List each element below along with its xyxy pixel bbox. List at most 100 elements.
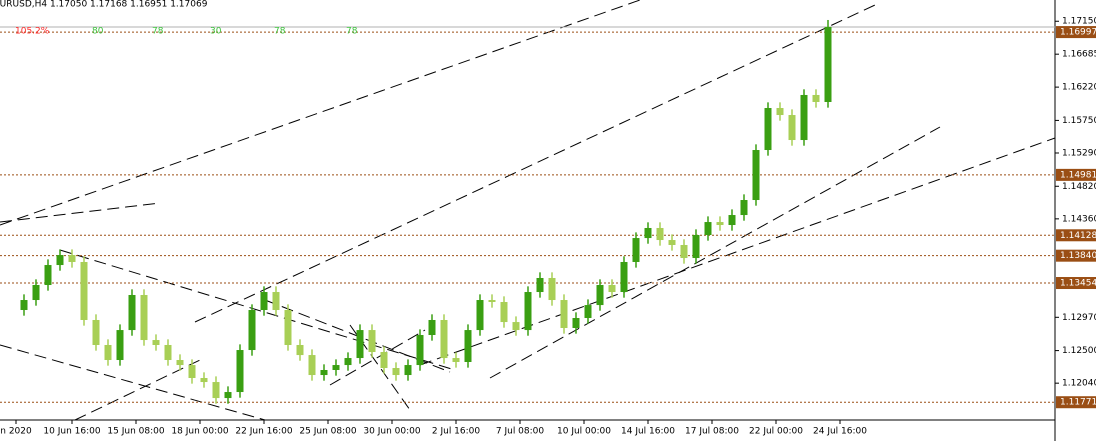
x-tick-label: 15 Jun 08:00 — [107, 427, 164, 437]
candle-body — [440, 319, 448, 359]
chart-title: EURUSD,H4 1.17050 1.17168 1.16951 1.1706… — [0, 0, 208, 10]
candle-body — [344, 358, 352, 366]
candle-body — [812, 94, 820, 102]
indicator-value: 78 — [346, 27, 358, 37]
candle-body — [380, 352, 388, 369]
candle-body — [140, 294, 148, 341]
x-tick-label: n 2020 — [0, 427, 32, 437]
level-label: 1.14128 — [1060, 231, 1096, 241]
level-label-box — [1056, 168, 1096, 181]
x-tick-label: 22 Jul 00:00 — [749, 427, 803, 437]
candle-body — [476, 300, 484, 331]
candle-body — [452, 358, 460, 362]
x-tick-label: 22 Jun 16:00 — [235, 427, 292, 437]
trendline — [74, 359, 201, 421]
y-tick-label: 1.12500 — [1062, 346, 1096, 356]
candle-body — [32, 285, 40, 301]
candle-body — [692, 235, 700, 259]
y-tick-label: 1.14360 — [1062, 214, 1096, 224]
candle-body — [116, 330, 124, 361]
candle-body — [128, 294, 136, 331]
y-tick-label: 1.16220 — [1062, 83, 1096, 93]
x-tick-label: 24 Jul 16:00 — [813, 427, 867, 437]
trendline — [59, 249, 456, 371]
candle-body — [68, 255, 76, 262]
candle-body — [368, 330, 376, 353]
candle-body — [572, 318, 580, 328]
y-tick-label: 1.17150 — [1062, 17, 1096, 27]
x-tick-label: 18 Jun 00:00 — [171, 427, 228, 437]
candle-body — [524, 292, 532, 331]
x-tick-label: 10 Jul 00:00 — [557, 427, 611, 437]
candle-body — [176, 360, 184, 366]
y-tick-label: 1.16685 — [1062, 50, 1096, 60]
candle-body — [164, 344, 172, 361]
candle-body — [416, 335, 424, 366]
candle-body — [320, 369, 328, 376]
candle-body — [668, 240, 676, 245]
candle-body — [332, 365, 340, 370]
indicator-value: 78 — [274, 27, 286, 37]
level-label-box — [1056, 229, 1096, 242]
indicator-value: 105.2% — [15, 27, 50, 37]
candle-body — [224, 392, 232, 399]
candle-body — [776, 108, 784, 116]
candle-body — [584, 305, 592, 319]
candle-body — [236, 350, 244, 393]
indicator-value: 78 — [152, 27, 164, 37]
candle-body — [704, 222, 712, 236]
indicator-value: 80 — [92, 27, 104, 37]
trendline — [194, 4, 876, 323]
candle-body — [20, 300, 28, 311]
level-label-box — [1056, 396, 1096, 409]
candle-body — [596, 285, 604, 306]
candle-body — [800, 94, 808, 141]
candle-body — [656, 227, 664, 241]
level-label: 1.11771 — [1060, 398, 1096, 408]
candle-body — [260, 292, 268, 311]
level-label: 1.16997 — [1060, 28, 1096, 38]
candle-body — [284, 310, 292, 345]
candle-body — [44, 265, 52, 286]
candle-body — [428, 319, 436, 336]
candle-body — [608, 285, 616, 293]
candle-body — [104, 344, 112, 361]
level-label: 1.13454 — [1060, 279, 1096, 289]
candle-body — [512, 322, 520, 331]
candle-body — [188, 365, 196, 378]
trendline — [329, 329, 426, 386]
candle-body — [764, 108, 772, 151]
x-tick-label: 17 Jul 08:00 — [685, 427, 739, 437]
y-tick-label: 1.15290 — [1062, 148, 1096, 158]
trendline — [0, 344, 266, 421]
candle-body — [788, 115, 796, 141]
x-tick-label: 10 Jun 16:00 — [43, 427, 100, 437]
level-label-box — [1056, 277, 1096, 290]
indicator-value: 30 — [210, 27, 222, 37]
level-label-box — [1056, 249, 1096, 262]
candle-body — [680, 244, 688, 259]
x-tick-label: 25 Jun 08:00 — [299, 427, 356, 437]
candle-body — [200, 378, 208, 383]
candle-body — [56, 255, 64, 266]
level-label: 1.13840 — [1060, 251, 1096, 261]
y-tick-label: 1.15750 — [1062, 116, 1096, 126]
candle-body — [80, 261, 88, 320]
y-tick-label: 1.14820 — [1062, 182, 1096, 192]
candle-body — [728, 215, 736, 226]
candle-body — [392, 368, 400, 376]
candle-body — [824, 26, 832, 102]
trendlines — [0, 0, 1056, 421]
candle-body — [212, 382, 220, 399]
candle-body — [308, 355, 316, 376]
trendline — [0, 0, 641, 226]
candle-body — [632, 238, 640, 262]
y-tick-label: 1.12040 — [1062, 379, 1096, 389]
candle-body — [620, 261, 628, 293]
candle-body — [92, 319, 100, 345]
candle-body — [560, 300, 568, 328]
x-tick-label: 7 Jul 08:00 — [496, 427, 545, 437]
candle-body — [272, 292, 280, 311]
trendline — [0, 202, 161, 223]
